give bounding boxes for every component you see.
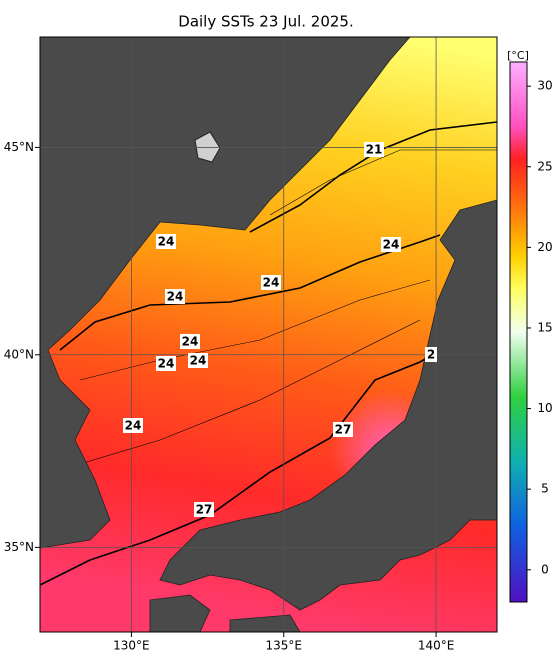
contours [40,121,497,586]
contour-label: 24 [190,354,207,368]
colorbar-tick-label: 0 [541,562,549,576]
colorbar-tick-label: 20 [537,240,552,254]
colorbar-tick-label: 5 [541,482,549,496]
lat-label: 35°N [4,540,34,554]
contour-label-bg [364,142,384,157]
contour-label: 24 [158,357,175,371]
contour-label-bg [333,422,353,437]
contour-label-bg [165,289,185,304]
colorbar-unit: [°C] [507,49,529,62]
contour-label: 27 [335,423,352,437]
contour-label-bg [123,418,143,433]
contour-label-bg [156,356,176,371]
contour-label-bg [156,234,176,249]
map-area [40,37,497,632]
lon-label: 140°E [418,639,455,653]
contour-label: 24 [158,235,175,249]
colorbar-tick-label: 10 [537,401,552,415]
contour-label: 24 [167,290,184,304]
map-frame [39,36,498,633]
lat-label: 45°N [4,140,34,154]
contour-label-bg [180,334,200,349]
labels: 130°E 135°E 140°E 45°N 40°N 35°N 0 5 10 15 20 25 30 2… [4,79,553,653]
colorbar-tick-label: 15 [537,320,552,334]
contour-label-bg [381,237,401,252]
contour-label-bg [194,502,214,517]
contour-label: 24 [125,419,142,433]
graticule [40,37,497,632]
colorbar-tick-label: 25 [537,159,552,173]
lake [194,131,221,163]
lon-label: 130°E [113,639,150,653]
lat-label: 40°N [4,347,34,361]
contour-label-bg [425,347,437,362]
contour-label: 21 [366,143,383,157]
colorbar-tick-label: 30 [537,79,552,93]
contour-label: 24 [182,335,199,349]
contour-label-bg [261,275,281,290]
title: Daily SSTs 23 Jul. 2025. [178,13,353,31]
contour-label: 24 [383,238,400,252]
lon-label: 135°E [265,639,302,653]
contour-label: 2 [427,348,435,362]
contour-label: 24 [263,276,280,290]
land [40,37,497,632]
colorbar [509,61,528,603]
contour-label-bg [188,353,208,368]
contour-label: 27 [196,503,213,517]
